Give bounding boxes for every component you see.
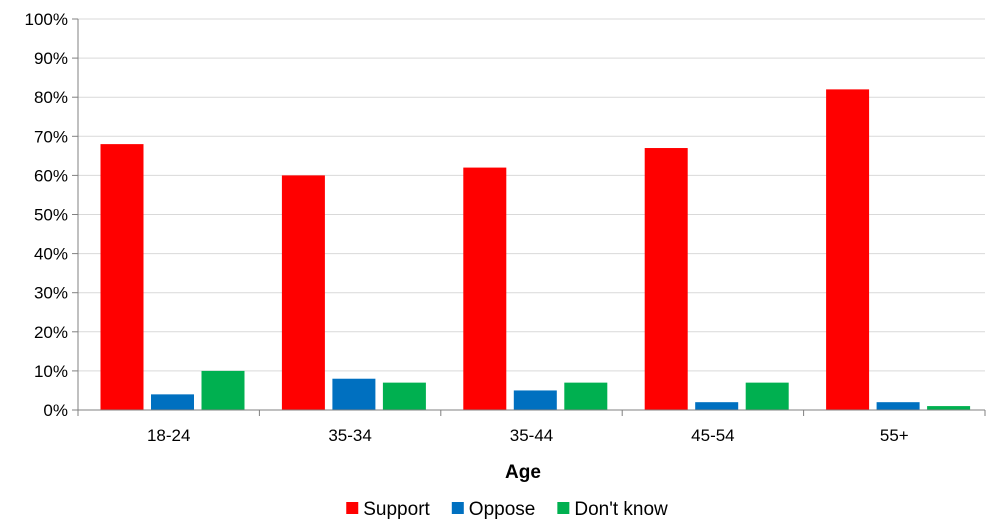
x-tick-label: 18-24: [147, 426, 190, 445]
bar-oppose-45-54: [695, 402, 739, 410]
legend-label: Oppose: [469, 499, 536, 520]
bar-support-45-54: [644, 148, 688, 410]
bars: [100, 89, 971, 410]
x-tick-label: 45-54: [691, 426, 734, 445]
x-tick-label: 35-44: [510, 426, 553, 445]
bar-support-35-34: [281, 175, 325, 410]
legend-swatch: [451, 502, 464, 514]
y-tick-label: 50%: [34, 206, 68, 225]
axes: [72, 18, 986, 416]
y-tick-label: 10%: [34, 362, 68, 381]
bar-don-t-know-45-54: [745, 382, 789, 410]
y-tick-label: 0%: [43, 401, 68, 420]
bar-support-35-44: [463, 167, 507, 410]
y-axis-tick-labels: 0% 10% 20% 30% 40% 50% 60% 70% 80% 90% 100%: [25, 10, 68, 420]
gridlines: [78, 18, 985, 372]
x-axis-tick-labels: 18-24 35-34 35-44 45-54 55+: [147, 426, 909, 445]
bar-oppose-35-34: [332, 378, 376, 410]
y-tick-label: 20%: [34, 323, 68, 342]
bar-don-t-know-55+: [927, 406, 971, 410]
legend-label: Don't know: [574, 499, 668, 520]
y-tick-label: 100%: [25, 10, 68, 29]
bar-don-t-know-35-34: [382, 382, 426, 410]
y-tick-label: 60%: [34, 166, 68, 185]
y-tick-label: 70%: [34, 127, 68, 146]
bar-don-t-know-18-24: [201, 370, 245, 410]
y-tick-label: 90%: [34, 49, 68, 68]
legend-item-oppose: Oppose: [451, 499, 536, 520]
bar-oppose-35-44: [513, 390, 557, 410]
y-tick-label: 40%: [34, 245, 68, 264]
legend-label: Support: [363, 499, 430, 520]
legend: Support Oppose Don't know: [346, 499, 668, 520]
legend-swatch: [557, 502, 570, 514]
x-tick-label: 55+: [880, 426, 909, 445]
legend-item-support: Support: [346, 499, 431, 520]
y-tick-label: 30%: [34, 284, 68, 303]
x-tick-label: 35-34: [328, 426, 371, 445]
bar-support-55+: [826, 89, 870, 410]
legend-item-don-t-know: Don't know: [557, 499, 668, 520]
bar-don-t-know-35-44: [564, 382, 608, 410]
legend-swatch: [346, 502, 359, 514]
bar-oppose-55+: [876, 402, 920, 410]
bar-support-18-24: [100, 144, 144, 410]
x-axis-title: Age: [505, 462, 541, 483]
bar-oppose-18-24: [151, 394, 194, 410]
y-tick-label: 80%: [34, 88, 68, 107]
